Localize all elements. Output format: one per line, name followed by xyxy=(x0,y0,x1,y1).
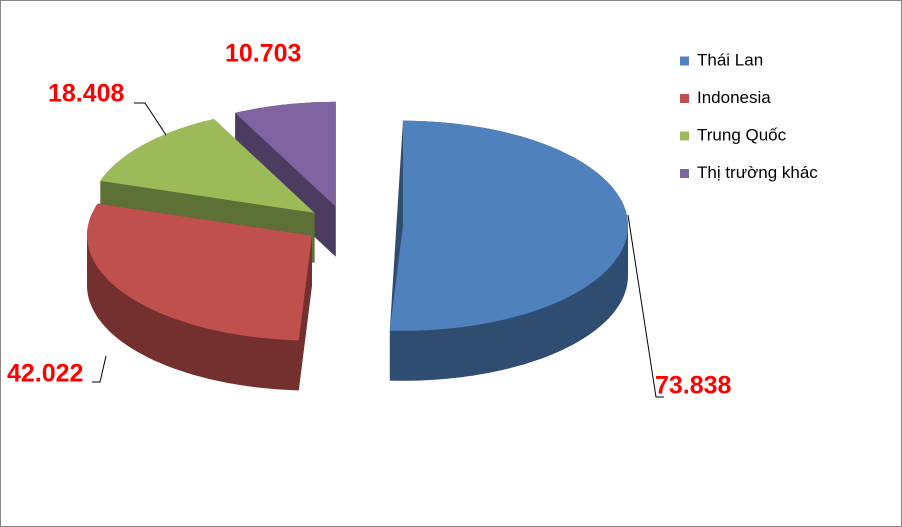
labels: 73.838 42.022 18.408 10.703 xyxy=(7,40,732,400)
legend-swatch xyxy=(680,56,689,66)
legend-swatch xyxy=(680,131,689,141)
leader-line xyxy=(134,102,167,136)
value-label: 73.838 xyxy=(655,372,732,400)
leader-line xyxy=(92,355,107,383)
value-label: 10.703 xyxy=(225,40,301,68)
pie xyxy=(87,101,628,391)
legend-label: Thái Lan xyxy=(697,50,763,69)
slice xyxy=(389,120,628,331)
legend-swatch xyxy=(680,169,689,178)
value-label: 42.022 xyxy=(7,360,83,388)
legend-swatch xyxy=(680,94,689,103)
legend-label: Thị trường khác xyxy=(697,163,818,182)
slice xyxy=(235,101,336,207)
legend: Thái Lan Indonesia Trung Quốc Thị trường kh… xyxy=(680,50,818,182)
leader-line xyxy=(627,214,664,398)
legend-label: Indonesia xyxy=(697,88,771,107)
slice xyxy=(100,119,315,213)
legend-label: Trung Quốc xyxy=(697,125,787,144)
slice xyxy=(87,203,312,341)
value-label: 18.408 xyxy=(48,80,125,108)
